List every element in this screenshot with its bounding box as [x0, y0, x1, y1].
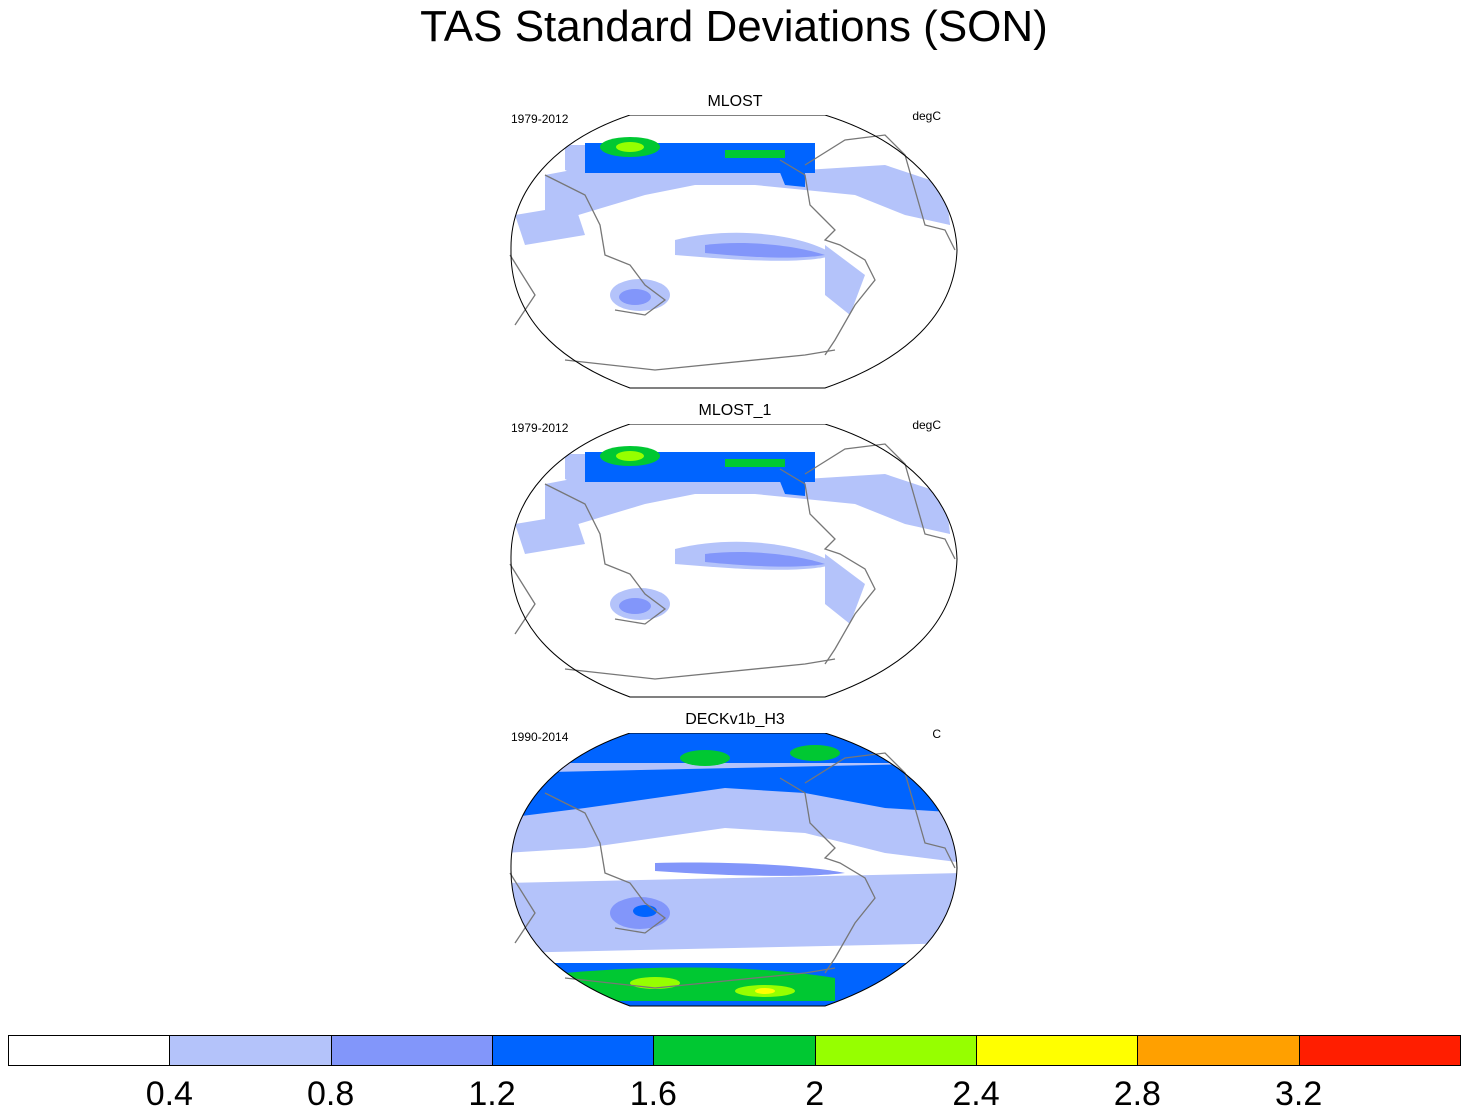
colorbar-label: 0.4: [145, 1075, 193, 1113]
panel-title: MLOST_1: [698, 402, 772, 419]
colorbar-swatch: [1137, 1035, 1300, 1066]
figure-title: TAS Standard Deviations (SON): [420, 2, 1048, 51]
panel-units: C: [932, 727, 941, 741]
panel-period: 1990-2014: [511, 730, 569, 744]
panel-title: DECKv1b_H3: [685, 711, 785, 728]
panel-period: 1979-2012: [511, 112, 569, 126]
colorbar-label: 2: [805, 1075, 825, 1113]
colorbar-swatch: [8, 1035, 171, 1066]
world-map: [509, 733, 958, 1007]
panel-period: 1979-2012: [511, 421, 569, 435]
colorbar-swatch: [976, 1035, 1139, 1066]
colorbar: 0.4 0.8 1.2 1.6 2 2.4 2.8 3.2: [8, 1035, 1461, 1113]
colorbar-label: 2.4: [952, 1075, 1000, 1113]
panel-title: MLOST: [707, 93, 763, 110]
colorbar-swatch: [330, 1035, 493, 1066]
colorbar-label: 3.2: [1275, 1075, 1323, 1113]
colorbar-label: 1.6: [629, 1075, 677, 1113]
colorbar-swatch: [169, 1035, 332, 1066]
colorbar-swatch: [1298, 1035, 1461, 1066]
panel-units: degC: [912, 109, 941, 123]
map-panel-mlost-1: MLOST_1 1979-2012 degC: [505, 402, 965, 724]
map-panel-mlost: MLOST 1979-2012 degC: [505, 93, 965, 415]
colorbar-label: 2.8: [1113, 1075, 1161, 1113]
panel-units: degC: [912, 418, 941, 432]
map-panel-deckv1b-h3: DECKv1b_H3 1990-2014 C: [505, 711, 965, 1033]
colorbar-label: 1.2: [468, 1075, 516, 1113]
colorbar-swatch: [653, 1035, 816, 1066]
colorbar-label: 0.8: [307, 1075, 355, 1113]
world-map: [509, 424, 958, 698]
colorbar-swatch: [492, 1035, 655, 1066]
world-map: [509, 115, 958, 389]
colorbar-swatch: [814, 1035, 977, 1066]
